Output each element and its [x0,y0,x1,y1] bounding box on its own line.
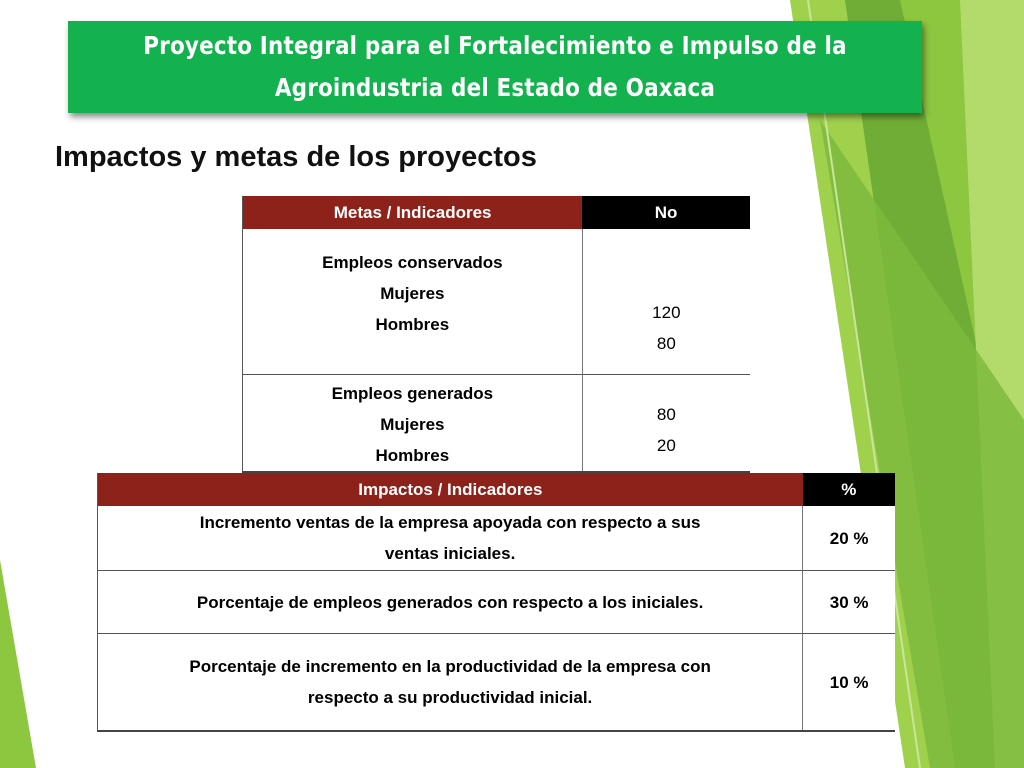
table-row: Porcentaje de incremento en la productiv… [97,633,896,731]
impacto-description: Porcentaje de incremento en la productiv… [97,633,804,731]
row-label-hombres: Hombres [375,315,450,334]
right-lower-band [820,120,1024,768]
metas-header-indicadores: Metas / Indicadores [242,196,583,229]
table-row: Porcentaje de empleos generados con resp… [97,570,895,634]
metas-table-header-row: Metas / Indicadores No [242,196,750,229]
impactos-table: Impactos / Indicadores % Incremento vent… [97,473,895,732]
left-green-triangle [0,560,36,768]
header-title: Proyecto Integral para el Fortalecimient… [117,25,872,109]
table-row: Incremento ventas de la empresa apoyada … [97,506,895,571]
metas-group-empleos-conservados: Empleos conservados Mujeres Hombres 120 … [242,229,750,375]
impactos-table-header-row: Impactos / Indicadores % [97,473,895,506]
section-title: Impactos y metas de los proyectos [55,141,537,173]
row-label-mujeres: Mujeres [380,284,445,303]
metas-group-label-cell: Empleos conservados Mujeres Hombres [242,229,583,375]
impactos-header-percent: % [802,473,895,506]
group-title: Empleos conservados [322,253,503,272]
metas-group-label-cell: Empleos generados Mujeres Hombres [242,374,583,472]
metas-group-value-cell: 120 80 [582,229,750,375]
impacto-percent: 20 % [802,506,895,571]
impactos-header-indicadores: Impactos / Indicadores [97,473,803,506]
header-title-line-2: Agroindustria del Estado de Oaxaca [274,73,716,102]
impacto-percent: 30 % [802,570,895,634]
row-label-hombres: Hombres [375,446,450,465]
value-hombres: 80 [656,334,676,353]
value-mujeres: 120 [652,303,681,322]
impacto-percent: 10 % [829,672,869,692]
impacto-description: Porcentaje de empleos generados con resp… [97,570,804,634]
impacto-description: Incremento ventas de la empresa apoyada … [97,506,804,571]
header-banner: Proyecto Integral para el Fortalecimient… [68,21,922,113]
value-mujeres: 80 [656,405,676,424]
metas-header-no: No [582,196,750,229]
metas-group-value-cell: 80 20 [582,375,750,473]
row-label-mujeres: Mujeres [380,415,445,434]
right-accent-line [807,0,921,768]
group-title: Empleos generados [331,384,494,403]
metas-group-empleos-generados: Empleos generados Mujeres Hombres 80 20 [242,374,751,473]
metas-table: Metas / Indicadores No Empleos conservad… [242,196,750,473]
value-hombres: 20 [656,436,676,455]
header-title-line-1: Proyecto Integral para el Fortalecimient… [143,31,847,60]
